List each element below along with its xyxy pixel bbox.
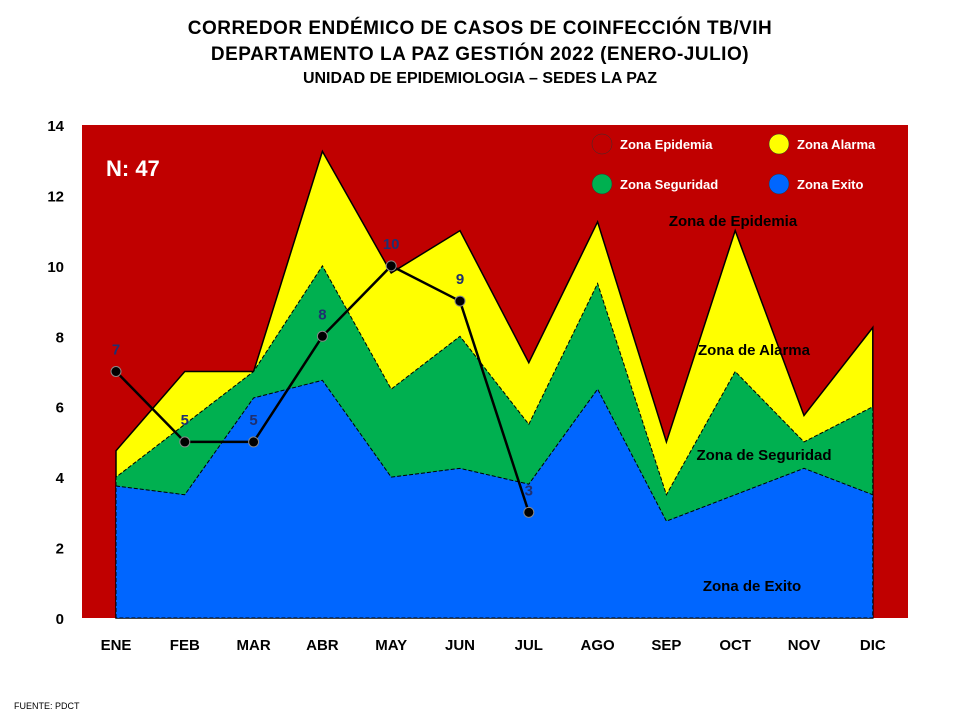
legend-label: Zona Exito xyxy=(797,177,864,192)
case-point xyxy=(179,436,191,448)
legend-label: Zona Alarma xyxy=(797,137,876,152)
legend-marker xyxy=(591,173,613,195)
zone-label-seguridad: Zona de Seguridad xyxy=(696,447,831,464)
legend-label: Zona Epidemia xyxy=(620,137,713,152)
case-data-label: 3 xyxy=(525,482,533,499)
source-note: FUENTE: PDCT xyxy=(14,701,80,711)
y-tick-label: 6 xyxy=(56,400,64,417)
x-tick-label: SEP xyxy=(651,637,681,654)
y-tick-label: 0 xyxy=(56,611,64,628)
legend-label: Zona Seguridad xyxy=(620,177,718,192)
case-data-label: 8 xyxy=(318,306,326,323)
x-tick-label: FEB xyxy=(170,637,200,654)
legend-marker xyxy=(591,133,613,155)
x-tick-label: ABR xyxy=(306,637,339,654)
x-tick-label: NOV xyxy=(788,637,821,654)
case-point xyxy=(316,330,328,342)
case-data-label: 7 xyxy=(112,342,120,359)
x-tick-label: ENE xyxy=(101,637,132,654)
y-tick-label: 10 xyxy=(47,259,64,276)
chart-subtitle: DEPARTAMENTO LA PAZ GESTIÓN 2022 (ENERO-… xyxy=(210,44,750,65)
y-tick-label: 12 xyxy=(47,188,64,205)
case-data-label: 5 xyxy=(249,412,257,429)
zona-exito-area xyxy=(115,379,874,619)
case-data-label: 5 xyxy=(181,412,189,429)
legend-marker xyxy=(768,133,790,155)
x-tick-label: OCT xyxy=(719,637,751,654)
case-data-label: 9 xyxy=(456,271,464,288)
x-tick-label: AGO xyxy=(581,637,616,654)
y-tick-label: 14 xyxy=(47,118,64,135)
y-tick-label: 4 xyxy=(56,470,65,487)
case-point xyxy=(523,506,535,518)
case-point xyxy=(385,260,397,272)
n-total-label: N: 47 xyxy=(106,156,160,181)
zone-label-alarma: Zona de Alarma xyxy=(698,342,811,359)
x-tick-label: DIC xyxy=(860,637,886,654)
x-tick-label: JUL xyxy=(515,637,543,654)
case-data-label: 10 xyxy=(383,236,400,253)
zone-label-epidemia: Zona de Epidemia xyxy=(669,213,798,230)
x-tick-label: MAY xyxy=(375,637,407,654)
chart-title: CORREDOR ENDÉMICO DE CASOS DE COINFECCIÓ… xyxy=(187,18,773,39)
x-tick-label: JUN xyxy=(445,637,475,654)
x-tick-label: MAR xyxy=(237,637,271,654)
case-point xyxy=(110,366,122,377)
legend-marker xyxy=(768,173,790,195)
case-point xyxy=(454,295,466,307)
chart-subtitle-2: UNIDAD DE EPIDEMIOLOGIA – SEDES LA PAZ xyxy=(302,70,658,87)
y-tick-label: 2 xyxy=(56,541,64,558)
y-tick-label: 8 xyxy=(56,329,64,346)
zone-label-exito: Zona de Exito xyxy=(703,578,801,595)
case-point xyxy=(248,436,260,448)
